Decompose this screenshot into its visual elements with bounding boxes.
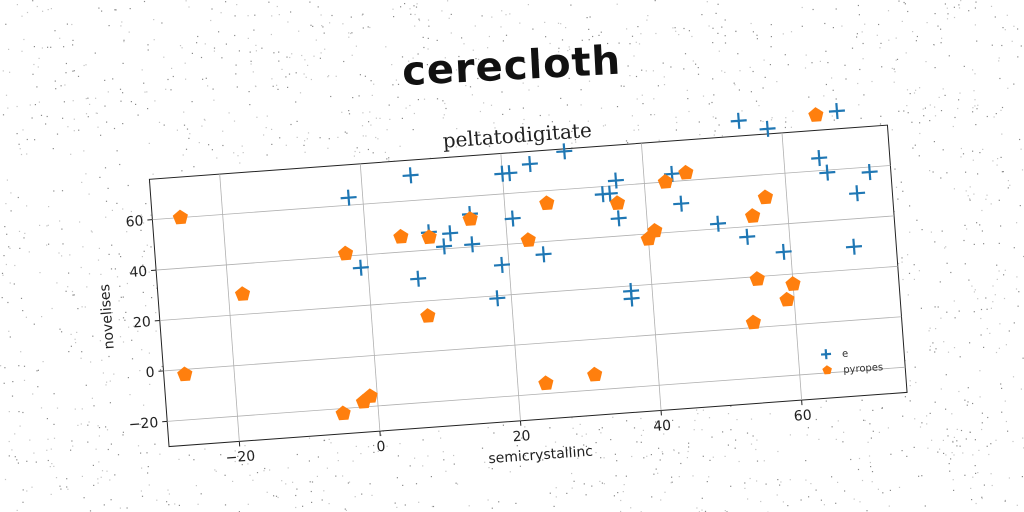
x-gridline [359,163,381,432]
data-point-pyropes [538,375,554,391]
data-point-pyropes [587,366,603,382]
data-point-pyropes [647,222,663,238]
x-gridline [641,143,662,411]
data-point-e [861,163,878,181]
legend-marker-e [820,349,832,360]
data-point-e [623,282,640,300]
data-point-e [535,246,552,263]
y-gridline [163,316,902,372]
data-point-pyropes [808,107,824,122]
data-points [172,103,878,421]
legend-marker-pyropes [822,365,832,375]
data-point-pyropes [749,271,765,286]
data-point-e [352,259,369,276]
data-point-e [410,270,427,287]
data-point-pyropes [337,245,354,261]
data-point-e [489,290,506,307]
data-point-e [556,143,573,160]
x-gridline [219,174,240,442]
data-point-e [601,185,618,202]
data-point-pyropes [745,314,761,330]
data-point-pyropes [744,208,761,223]
data-point-pyropes [177,366,193,382]
data-point-pyropes [393,228,409,244]
x-axis-ticks: −20 0 20 40 60 [225,400,812,466]
y-tick-label: 40 [129,264,148,281]
gridlines [152,132,906,442]
chart-title: peltatodigitate [442,118,593,153]
data-point-e [828,103,845,120]
x-tick-label: 60 [793,407,812,424]
data-point-e [436,238,453,255]
data-point-e [402,167,419,184]
data-point-pyropes [609,195,626,211]
plot-area [148,124,908,448]
data-point-pyropes [234,286,251,301]
data-point-pyropes [420,308,436,323]
data-point-e [819,164,836,181]
x-tick-label: 40 [653,418,672,435]
x-axis-label: semicrystallinc [488,444,594,468]
data-point-e [607,172,624,189]
x-tick-label: 0 [376,439,386,456]
data-point-pyropes [678,164,694,180]
y-axis-label: novelises [97,284,118,350]
data-point-e [811,149,828,167]
data-point-e [610,210,627,227]
legend-label: e [842,349,849,360]
data-point-e [521,155,538,173]
data-point-e [501,165,518,182]
y-gridline [152,165,891,221]
data-point-pyropes [520,232,536,248]
data-point-pyropes [462,211,478,226]
data-point-e [464,236,481,253]
x-tick-label: 20 [512,428,531,445]
data-point-e [730,112,747,129]
data-point-e [442,225,459,242]
data-point-pyropes [421,229,437,245]
data-point-e [340,189,357,206]
data-point-e [673,195,690,212]
x-gridline [500,153,521,421]
data-point-pyropes [362,388,378,404]
data-point-e [739,228,756,245]
data-point-e [759,120,776,137]
y-tick-label: 60 [125,213,144,230]
data-point-e [775,243,792,260]
y-tick-label: −20 [128,415,159,433]
data-point-pyropes [785,276,801,291]
data-point-e [845,238,863,255]
data-point-pyropes [335,405,351,421]
y-tick-label: 20 [133,314,152,331]
data-point-pyropes [757,189,773,205]
data-point-pyropes [779,291,795,307]
data-point-pyropes [172,209,188,225]
y-gridline [159,265,898,321]
legend: e pyropes [820,349,884,376]
legend-label: pyropes [843,362,884,376]
data-point-e [504,210,521,227]
data-point-e [709,215,727,232]
data-point-pyropes [539,195,555,211]
data-point-e [493,256,511,274]
x-tick-label: −20 [225,448,256,466]
y-gridline [167,366,906,422]
data-point-pyropes [657,174,673,189]
data-point-e [849,185,866,202]
x-gridline [781,132,803,401]
y-tick-label: 0 [145,365,155,382]
y-axis-ticks: −20 0 20 40 60 [125,213,168,433]
